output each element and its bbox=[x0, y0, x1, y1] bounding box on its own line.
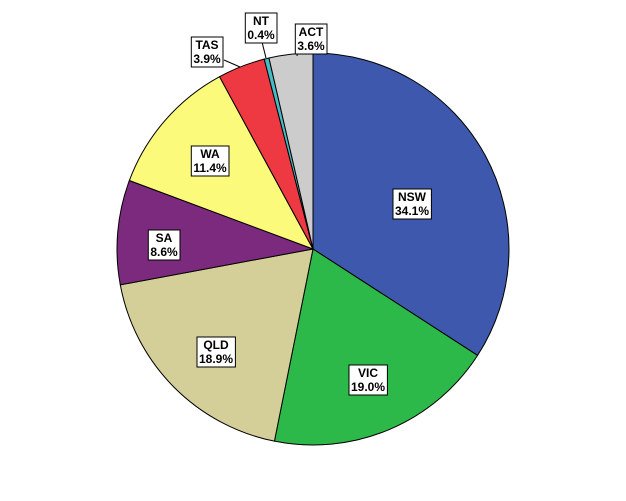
label-box bbox=[147, 229, 181, 261]
pie-slice-vic bbox=[273, 248, 479, 446]
slice-percent-label: 3.9% bbox=[193, 52, 221, 66]
slice-name-label: ACT bbox=[299, 25, 324, 39]
slice-name-label: VIC bbox=[358, 366, 378, 380]
slice-name-label: TAS bbox=[195, 38, 218, 52]
slice-percent-label: 34.1% bbox=[395, 204, 429, 218]
label-box bbox=[392, 188, 432, 220]
leader-line-nt bbox=[261, 41, 267, 59]
label-box bbox=[348, 364, 388, 396]
slice-label-sa: SA8.6% bbox=[147, 229, 181, 261]
slice-percent-label: 0.4% bbox=[247, 28, 275, 42]
slice-name-label: NSW bbox=[398, 190, 427, 204]
slice-name-label: WA bbox=[200, 147, 220, 161]
label-box bbox=[190, 145, 230, 177]
label-box bbox=[294, 23, 328, 55]
slice-name-label: SA bbox=[156, 231, 173, 245]
label-box bbox=[190, 36, 224, 68]
slice-percent-label: 3.6% bbox=[297, 39, 325, 53]
slice-label-nt: NT0.4% bbox=[244, 12, 278, 44]
slice-percent-label: 11.4% bbox=[193, 161, 227, 175]
slice-percent-label: 19.0% bbox=[351, 380, 385, 394]
label-box bbox=[196, 336, 236, 368]
leader-line-tas bbox=[223, 59, 241, 68]
slice-percent-label: 8.6% bbox=[150, 245, 178, 259]
slice-name-label: NT bbox=[253, 14, 270, 28]
slice-name-label: QLD bbox=[203, 338, 229, 352]
slice-percent-label: 18.9% bbox=[199, 352, 233, 366]
label-box bbox=[244, 12, 278, 44]
